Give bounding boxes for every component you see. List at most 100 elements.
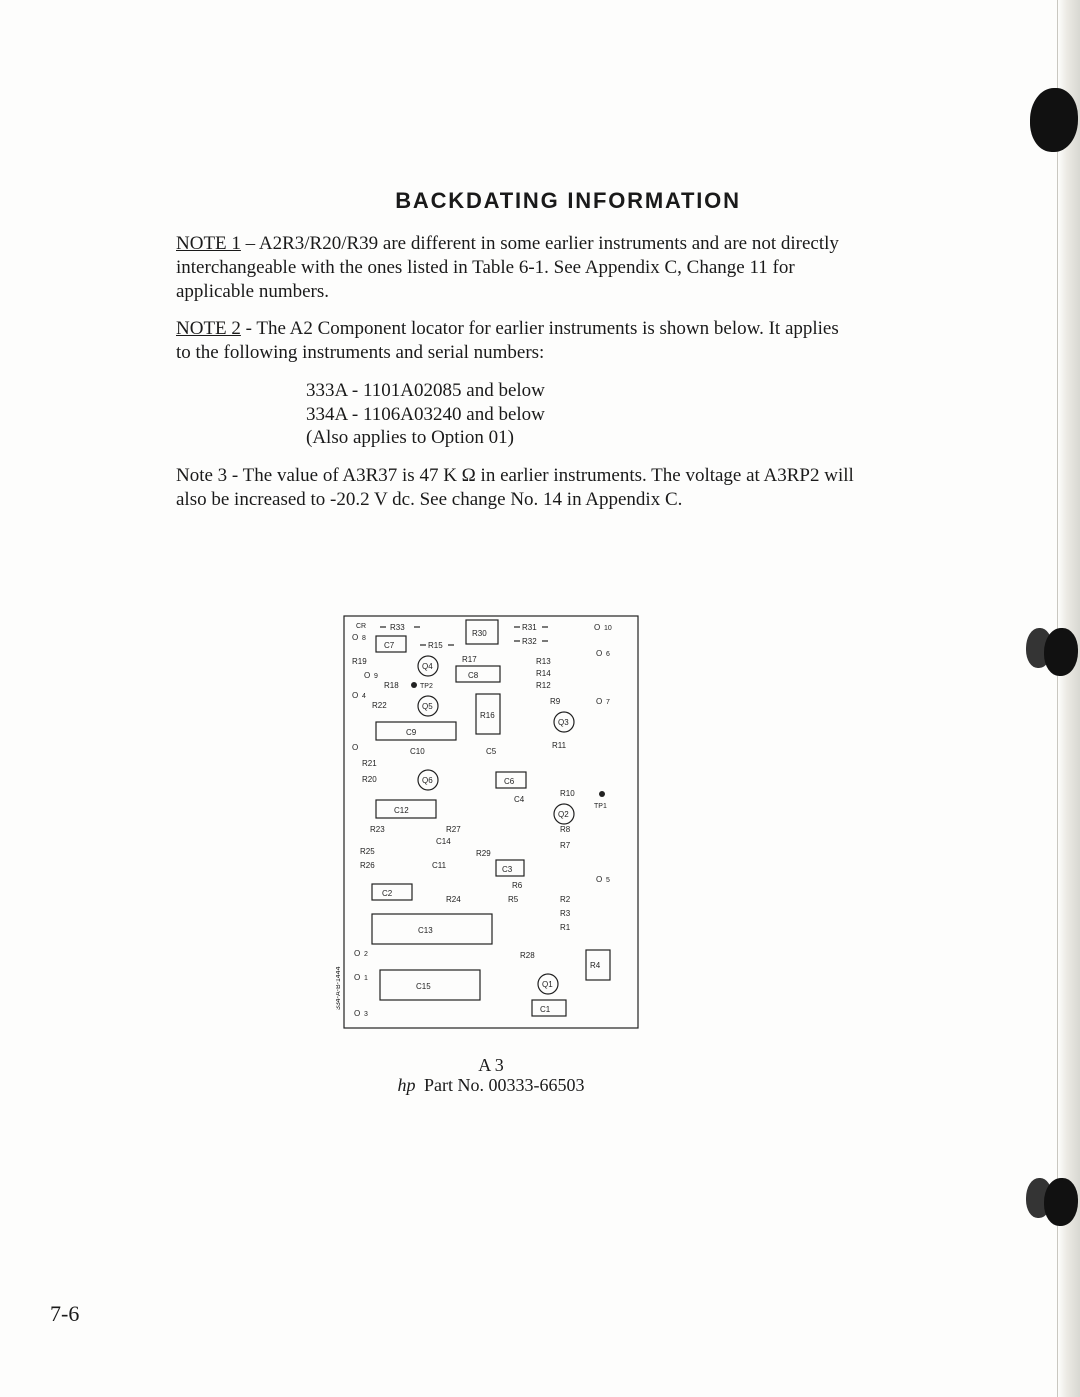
lbl: R25 — [360, 847, 375, 856]
lbl: C7 — [384, 641, 395, 650]
lbl: O — [594, 623, 600, 632]
schematic-diagram: .bx { fill:none; stroke:#222; stroke-wid… — [336, 610, 646, 1050]
lbl: 5 — [606, 877, 610, 884]
lbl: O — [364, 671, 370, 680]
lbl: R20 — [362, 775, 377, 784]
note-2: NOTE 2 - The A2 Component locator for ea… — [176, 317, 856, 365]
lbl: R15 — [428, 641, 443, 650]
lbl: C13 — [418, 926, 433, 935]
lbl: R2 — [560, 895, 571, 904]
lbl: R10 — [560, 789, 575, 798]
note-3: Note 3 - The value of A3R37 is 47 K Ω in… — [176, 464, 856, 512]
lbl: R8 — [560, 825, 571, 834]
lbl: C1 — [540, 1005, 551, 1014]
lbl: R14 — [536, 669, 551, 678]
lbl: C4 — [514, 795, 525, 804]
lbl: O — [354, 1009, 360, 1018]
lbl: R27 — [446, 825, 461, 834]
lbl: Q1 — [542, 980, 553, 989]
lbl: R19 — [352, 657, 367, 666]
lbl: C5 — [486, 747, 497, 756]
instrument-list: 333A - 1101A02085 and below 334A - 1106A… — [306, 379, 856, 450]
punch-blob — [1044, 628, 1078, 676]
lbl: R7 — [560, 841, 571, 850]
lbl: R29 — [476, 849, 491, 858]
lbl: R17 — [462, 655, 477, 664]
punch-blob — [1044, 1178, 1078, 1226]
lbl: TP1 — [594, 803, 607, 810]
lbl: O — [352, 691, 358, 700]
lbl: C3 — [502, 865, 513, 874]
lbl: R11 — [552, 741, 567, 750]
lbl: R28 — [520, 951, 535, 960]
lbl: C10 — [410, 747, 425, 756]
lbl: 10 — [604, 625, 612, 632]
lbl: R1 — [560, 923, 571, 932]
lbl: TP2 — [420, 683, 433, 690]
lbl: R33 — [390, 623, 405, 632]
note-2-label: NOTE 2 — [176, 318, 241, 339]
lbl: C6 — [504, 777, 515, 786]
page-number: 7-6 — [50, 1301, 79, 1327]
component-locator-figure: .bx { fill:none; stroke:#222; stroke-wid… — [336, 610, 646, 1096]
lbl: O — [352, 633, 358, 642]
lbl: R6 — [512, 881, 523, 890]
punch-blob — [1030, 88, 1078, 152]
note-1-label: NOTE 1 — [176, 233, 241, 254]
lbl: R31 — [522, 623, 537, 632]
body-text: NOTE 1 – A2R3/R20/R39 are different in s… — [176, 232, 856, 512]
lbl: 1 — [364, 975, 368, 982]
lbl: R16 — [480, 711, 495, 720]
note-1: NOTE 1 – A2R3/R20/R39 are different in s… — [176, 232, 856, 303]
lbl: O — [596, 649, 602, 658]
lbl: 9 — [374, 673, 378, 680]
lbl: R13 — [536, 657, 551, 666]
lbl: O — [352, 743, 358, 752]
lbl: R9 — [550, 697, 561, 706]
lbl: C8 — [468, 671, 479, 680]
lbl: 6 — [606, 651, 610, 658]
lbl: CR — [356, 623, 366, 630]
lbl: O — [596, 697, 602, 706]
lbl: C11 — [432, 861, 447, 870]
lbl: R24 — [446, 895, 461, 904]
instrument-line: (Also applies to Option 01) — [306, 426, 856, 450]
lbl: R26 — [360, 861, 375, 870]
lbl: O — [596, 875, 602, 884]
lbl: R32 — [522, 637, 537, 646]
lbl: Q4 — [422, 662, 433, 671]
lbl: 3 — [364, 1011, 368, 1018]
lbl: Q5 — [422, 702, 433, 711]
caption-prefix: hp — [398, 1075, 416, 1095]
lbl: 8 — [362, 635, 366, 642]
figure-board-id: A 3 — [336, 1056, 646, 1076]
lbl: C12 — [394, 806, 409, 815]
lbl: R30 — [472, 629, 487, 638]
lbl: R5 — [508, 895, 519, 904]
lbl: R12 — [536, 681, 551, 690]
instrument-line: 334A - 1106A03240 and below — [306, 403, 856, 427]
side-label: 334-A-B-1444 — [336, 966, 342, 1010]
lbl: C15 — [416, 982, 431, 991]
lbl: Q6 — [422, 776, 433, 785]
lbl: C2 — [382, 889, 393, 898]
lbl: 2 — [364, 951, 368, 958]
figure-caption: A 3 hp Part No. 00333-66503 — [336, 1056, 646, 1096]
lbl: Q3 — [558, 718, 569, 727]
note-1-text: – A2R3/R20/R39 are different in some ear… — [176, 233, 839, 302]
lbl: R3 — [560, 909, 571, 918]
lbl: R21 — [362, 759, 377, 768]
instrument-line: 333A - 1101A02085 and below — [306, 379, 856, 403]
lbl: 4 — [362, 693, 366, 700]
lbl: Q2 — [558, 810, 569, 819]
lbl: R23 — [370, 825, 385, 834]
lbl: 7 — [606, 699, 610, 706]
lbl: C14 — [436, 837, 451, 846]
page-title: BACKDATING INFORMATION — [176, 188, 960, 214]
lbl: O — [354, 973, 360, 982]
lbl: R22 — [372, 701, 387, 710]
lbl: R4 — [590, 961, 601, 970]
caption-text: Part No. 00333-66503 — [424, 1075, 585, 1095]
lbl: C9 — [406, 728, 417, 737]
lbl: R18 — [384, 681, 399, 690]
